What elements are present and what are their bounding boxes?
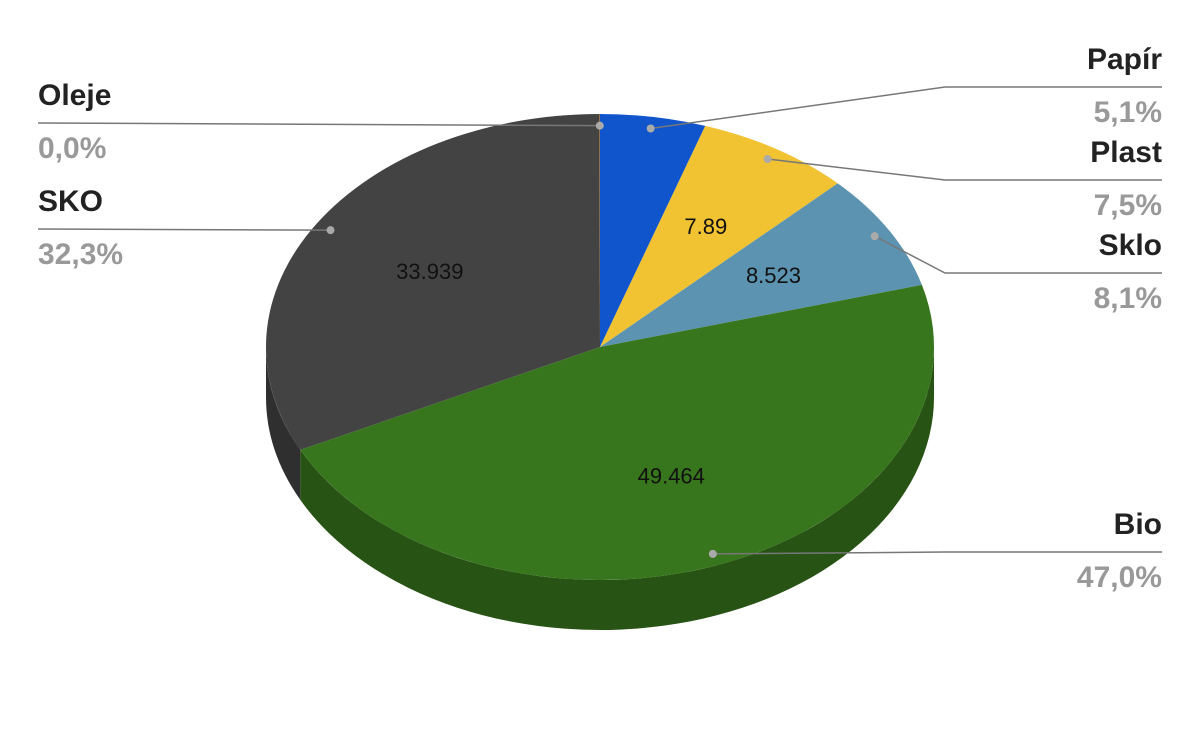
slice (600, 125, 838, 347)
leader-line (37, 228, 331, 231)
category-label: Plast (1090, 136, 1162, 169)
leader-dot (870, 232, 879, 241)
category-label: Sklo (1099, 229, 1162, 262)
category-label: SKO (38, 185, 103, 218)
category-label: Oleje (38, 79, 111, 112)
leader-dot (595, 121, 604, 130)
percent-label: 32,3% (38, 238, 123, 271)
percent-label: 8,1% (1094, 282, 1162, 315)
leader-line (874, 235, 1162, 274)
category-label: Bio (1114, 508, 1162, 541)
leader-dot (646, 124, 655, 133)
value-label: 49.464 (638, 463, 705, 488)
value-label: 8.523 (746, 263, 801, 288)
percent-label: 0,0% (38, 132, 106, 165)
leader-dot (708, 549, 717, 558)
slice (600, 183, 922, 347)
slice (266, 114, 600, 450)
value-label: 7.89 (684, 214, 727, 239)
leader-dot (763, 155, 772, 164)
value-label: 33.939 (396, 259, 463, 284)
slice-side (300, 347, 934, 630)
slice-side (266, 347, 301, 500)
slice (600, 114, 706, 347)
percent-label: 7,5% (1094, 189, 1162, 222)
leader-line (37, 122, 600, 127)
leader-dot (326, 226, 335, 235)
leader-line (712, 551, 1162, 555)
leader-line (767, 158, 1162, 181)
slice (300, 284, 935, 581)
leader-line (650, 86, 1162, 130)
category-label: Papír (1087, 43, 1162, 76)
percent-label: 47,0% (1077, 561, 1162, 594)
percent-label: 5,1% (1094, 96, 1162, 129)
